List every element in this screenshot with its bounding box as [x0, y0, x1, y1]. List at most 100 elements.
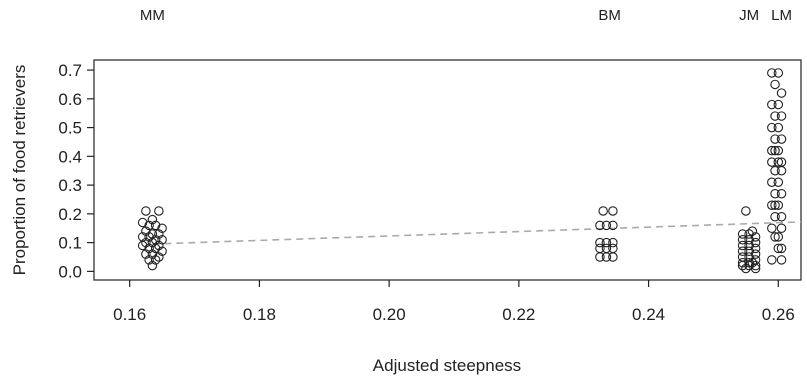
data-point	[608, 252, 618, 262]
data-point	[154, 240, 164, 251]
data-point	[750, 232, 761, 242]
trend-line-group	[152, 221, 802, 245]
data-point	[154, 252, 164, 262]
y-tick-label: 0.7	[58, 61, 82, 80]
data-point	[770, 165, 780, 176]
data-point	[147, 260, 158, 271]
group-label: JM	[739, 7, 759, 24]
data-point	[595, 237, 605, 248]
data-point	[741, 206, 751, 216]
data-point	[601, 237, 612, 248]
data-point	[744, 260, 754, 271]
data-point	[776, 165, 787, 176]
data-point	[744, 229, 754, 239]
data-point	[770, 232, 780, 242]
data-point	[744, 257, 754, 268]
data-point	[770, 200, 780, 210]
data-point	[750, 263, 761, 274]
data-point	[773, 177, 784, 187]
data-point	[767, 68, 777, 78]
y-tick-label: 0.2	[58, 205, 82, 224]
y-tick-label: 0.5	[58, 119, 82, 138]
data-point	[601, 252, 612, 262]
data-point	[154, 229, 164, 239]
data-point	[601, 220, 612, 231]
data-point	[157, 234, 167, 245]
data-point	[767, 99, 777, 110]
data-point	[144, 220, 154, 231]
data-point	[737, 229, 748, 239]
data-point	[608, 237, 618, 248]
data-point	[750, 249, 761, 259]
data-point	[141, 206, 151, 216]
data-point	[770, 134, 780, 144]
data-point	[595, 220, 605, 231]
x-tick-label: 0.22	[502, 305, 535, 324]
data-point	[776, 88, 787, 98]
y-axis-title: Proportion of food retrievers	[10, 65, 29, 276]
data-point	[770, 145, 780, 156]
data-point	[770, 111, 780, 121]
x-tick-label: 0.20	[373, 305, 406, 324]
data-point	[147, 249, 158, 259]
data-point	[737, 257, 748, 268]
data-point	[776, 255, 787, 265]
data-point	[144, 255, 154, 265]
data-point	[598, 206, 608, 216]
data-point	[147, 237, 158, 248]
x-tick-label: 0.24	[632, 305, 665, 324]
data-point	[776, 111, 787, 121]
data-points	[137, 68, 787, 274]
data-point	[744, 234, 754, 245]
data-point	[137, 240, 148, 251]
group-label: MM	[140, 7, 165, 24]
x-tick-label: 0.26	[762, 305, 795, 324]
data-point	[767, 145, 777, 156]
y-tick-label: 0.1	[58, 234, 82, 253]
data-point	[767, 200, 777, 210]
data-point	[608, 220, 618, 231]
data-point	[776, 134, 787, 144]
data-point	[147, 214, 158, 225]
x-axis: 0.16 0.18 0.20 0.22 0.24 0.26	[113, 280, 795, 324]
data-point	[141, 249, 151, 259]
data-point	[737, 260, 748, 271]
data-point	[773, 200, 784, 210]
data-point	[776, 223, 787, 233]
data-point	[744, 246, 754, 256]
group-labels: MM BM JM LM	[140, 7, 792, 24]
data-point	[773, 99, 784, 110]
data-point	[770, 79, 780, 90]
data-point	[608, 206, 618, 216]
x-tick-label: 0.16	[113, 305, 146, 324]
data-point	[737, 234, 748, 245]
data-point	[773, 68, 784, 78]
data-point	[773, 232, 784, 242]
data-point	[137, 217, 148, 228]
data-point	[767, 122, 777, 133]
plot-frame	[93, 59, 802, 281]
y-tick-label: 0.0	[58, 262, 82, 281]
data-point	[770, 188, 780, 199]
data-point	[595, 252, 605, 262]
data-point	[747, 226, 758, 236]
y-tick-label: 0.4	[58, 147, 82, 166]
data-point	[154, 206, 164, 216]
data-point	[767, 223, 777, 233]
data-point	[141, 237, 151, 248]
y-axis: 0.0 0.1 0.2 0.3 0.4 0.5 0.6 0.7	[58, 61, 94, 281]
data-point	[750, 243, 761, 254]
data-point	[773, 243, 784, 254]
data-point	[150, 220, 161, 231]
y-tick-label: 0.6	[58, 90, 82, 109]
data-point	[150, 243, 161, 254]
x-axis-title: Adjusted steepness	[373, 356, 521, 375]
data-point	[157, 246, 167, 256]
data-point	[144, 243, 154, 254]
data-point	[141, 226, 151, 236]
data-point	[737, 246, 748, 256]
data-point	[776, 243, 787, 254]
data-point	[741, 263, 751, 274]
data-point	[750, 260, 761, 271]
